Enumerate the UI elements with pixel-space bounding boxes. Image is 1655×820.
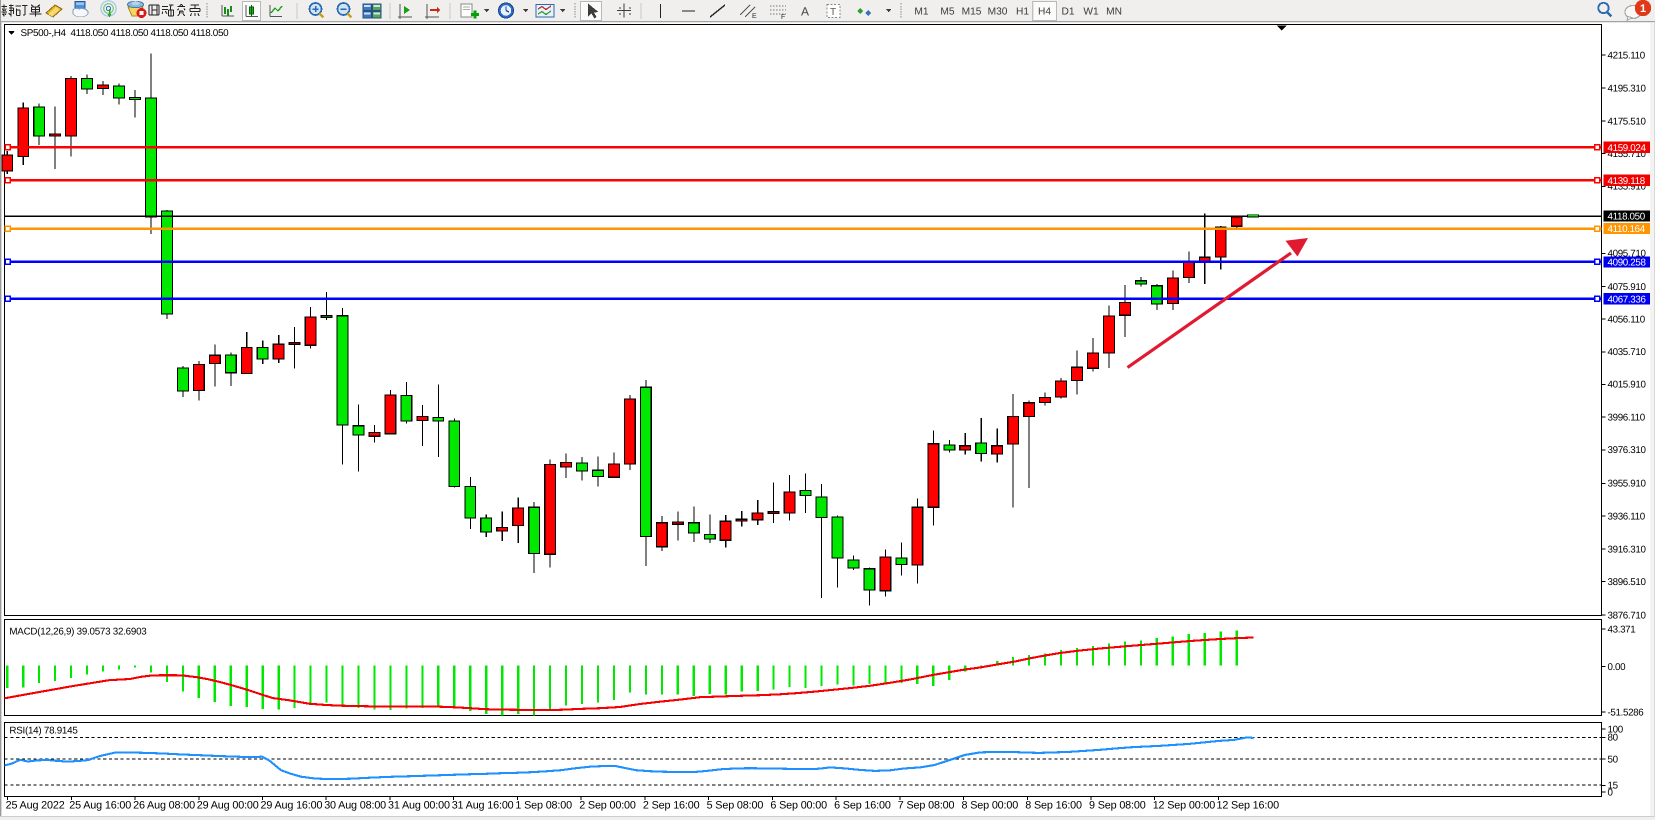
svg-text:RSI(14) 78.9145: RSI(14) 78.9145 [9,726,78,737]
svg-text:6 Sep 16:00: 6 Sep 16:00 [834,800,891,812]
svg-text:25 Aug 2022: 25 Aug 2022 [6,800,65,812]
svg-text:5 Sep 08:00: 5 Sep 08:00 [707,800,764,812]
svg-text:M30: M30 [988,7,1008,18]
svg-text:1: 1 [1640,3,1646,15]
svg-text:4135.910: 4135.910 [1608,182,1647,193]
svg-text:4155.710: 4155.710 [1608,149,1647,160]
svg-text:0.00: 0.00 [1608,662,1627,673]
svg-text:F: F [781,14,785,21]
svg-text:2 Sep 16:00: 2 Sep 16:00 [643,800,700,812]
svg-text:4118.050: 4118.050 [1608,212,1646,223]
svg-text:3876.710: 3876.710 [1608,610,1647,621]
svg-text:50: 50 [1608,755,1619,766]
svg-text:12 Sep 16:00: 12 Sep 16:00 [1217,800,1280,812]
svg-text:4095.710: 4095.710 [1608,249,1647,260]
svg-text:7 Sep 08:00: 7 Sep 08:00 [898,800,955,812]
svg-text:D1: D1 [1061,7,1074,18]
svg-text:3996.110: 3996.110 [1608,412,1646,423]
svg-text:8 Sep 16:00: 8 Sep 16:00 [1025,800,1082,812]
svg-text:MACD(12,26,9) 39.0573 32.6903: MACD(12,26,9) 39.0573 32.6903 [9,626,147,637]
svg-text:4175.510: 4175.510 [1608,116,1647,127]
svg-text:29 Aug 00:00: 29 Aug 00:00 [197,800,259,812]
svg-text:3896.510: 3896.510 [1608,577,1647,588]
svg-text:9 Sep 08:00: 9 Sep 08:00 [1089,800,1146,812]
svg-text:15: 15 [1608,781,1619,792]
svg-text:30 Aug 08:00: 30 Aug 08:00 [324,800,386,812]
svg-text:3955.910: 3955.910 [1608,479,1647,490]
svg-text:100: 100 [1608,724,1624,735]
svg-text:1 Sep 08:00: 1 Sep 08:00 [515,800,572,812]
svg-text:H4: H4 [1038,7,1051,18]
svg-text:29 Aug 16:00: 29 Aug 16:00 [261,800,323,812]
svg-text:-51.5286: -51.5286 [1608,708,1645,719]
svg-text:4139.118: 4139.118 [1608,176,1646,187]
svg-text:3936.110: 3936.110 [1608,512,1646,523]
svg-text:26 Aug 08:00: 26 Aug 08:00 [133,800,195,812]
svg-text:W1: W1 [1083,7,1099,18]
svg-text:4195.310: 4195.310 [1608,83,1647,94]
svg-text:2 Sep 00:00: 2 Sep 00:00 [579,800,636,812]
svg-text:25 Aug 16:00: 25 Aug 16:00 [69,800,131,812]
svg-text:T: T [830,7,836,18]
svg-text:E: E [752,13,757,20]
svg-text:6 Sep 00:00: 6 Sep 00:00 [770,800,827,812]
svg-text:MN: MN [1106,7,1122,18]
svg-text:M5: M5 [940,7,954,18]
svg-text:4067.336: 4067.336 [1608,294,1647,305]
svg-text:4075.910: 4075.910 [1608,282,1647,293]
svg-text:4159.024: 4159.024 [1608,143,1647,154]
svg-text:SP500-,H4 4118.050 4118.050 4: SP500-,H4 4118.050 4118.050 4118.050 411… [21,28,230,39]
svg-text:4035.710: 4035.710 [1608,347,1647,358]
svg-text:80: 80 [1608,733,1619,744]
svg-text:H1: H1 [1016,7,1029,18]
svg-text:0: 0 [1608,787,1614,798]
svg-text:12 Sep 00:00: 12 Sep 00:00 [1153,800,1216,812]
svg-text:4015.910: 4015.910 [1608,380,1647,391]
svg-text:4090.258: 4090.258 [1608,258,1647,269]
svg-text:31 Aug 00:00: 31 Aug 00:00 [388,800,450,812]
svg-text:4056.110: 4056.110 [1608,314,1646,325]
svg-text:4110.164: 4110.164 [1608,224,1646,235]
svg-text:3976.310: 3976.310 [1608,445,1647,456]
svg-text:8 Sep 00:00: 8 Sep 00:00 [962,800,1019,812]
svg-text:M15: M15 [962,7,982,18]
svg-text:3916.310: 3916.310 [1608,544,1647,555]
svg-text:43.371: 43.371 [1608,624,1636,635]
svg-text:4215.110: 4215.110 [1608,50,1646,61]
svg-text:A: A [801,5,809,19]
svg-text:M1: M1 [914,7,928,18]
svg-text:31 Aug 16:00: 31 Aug 16:00 [452,800,514,812]
